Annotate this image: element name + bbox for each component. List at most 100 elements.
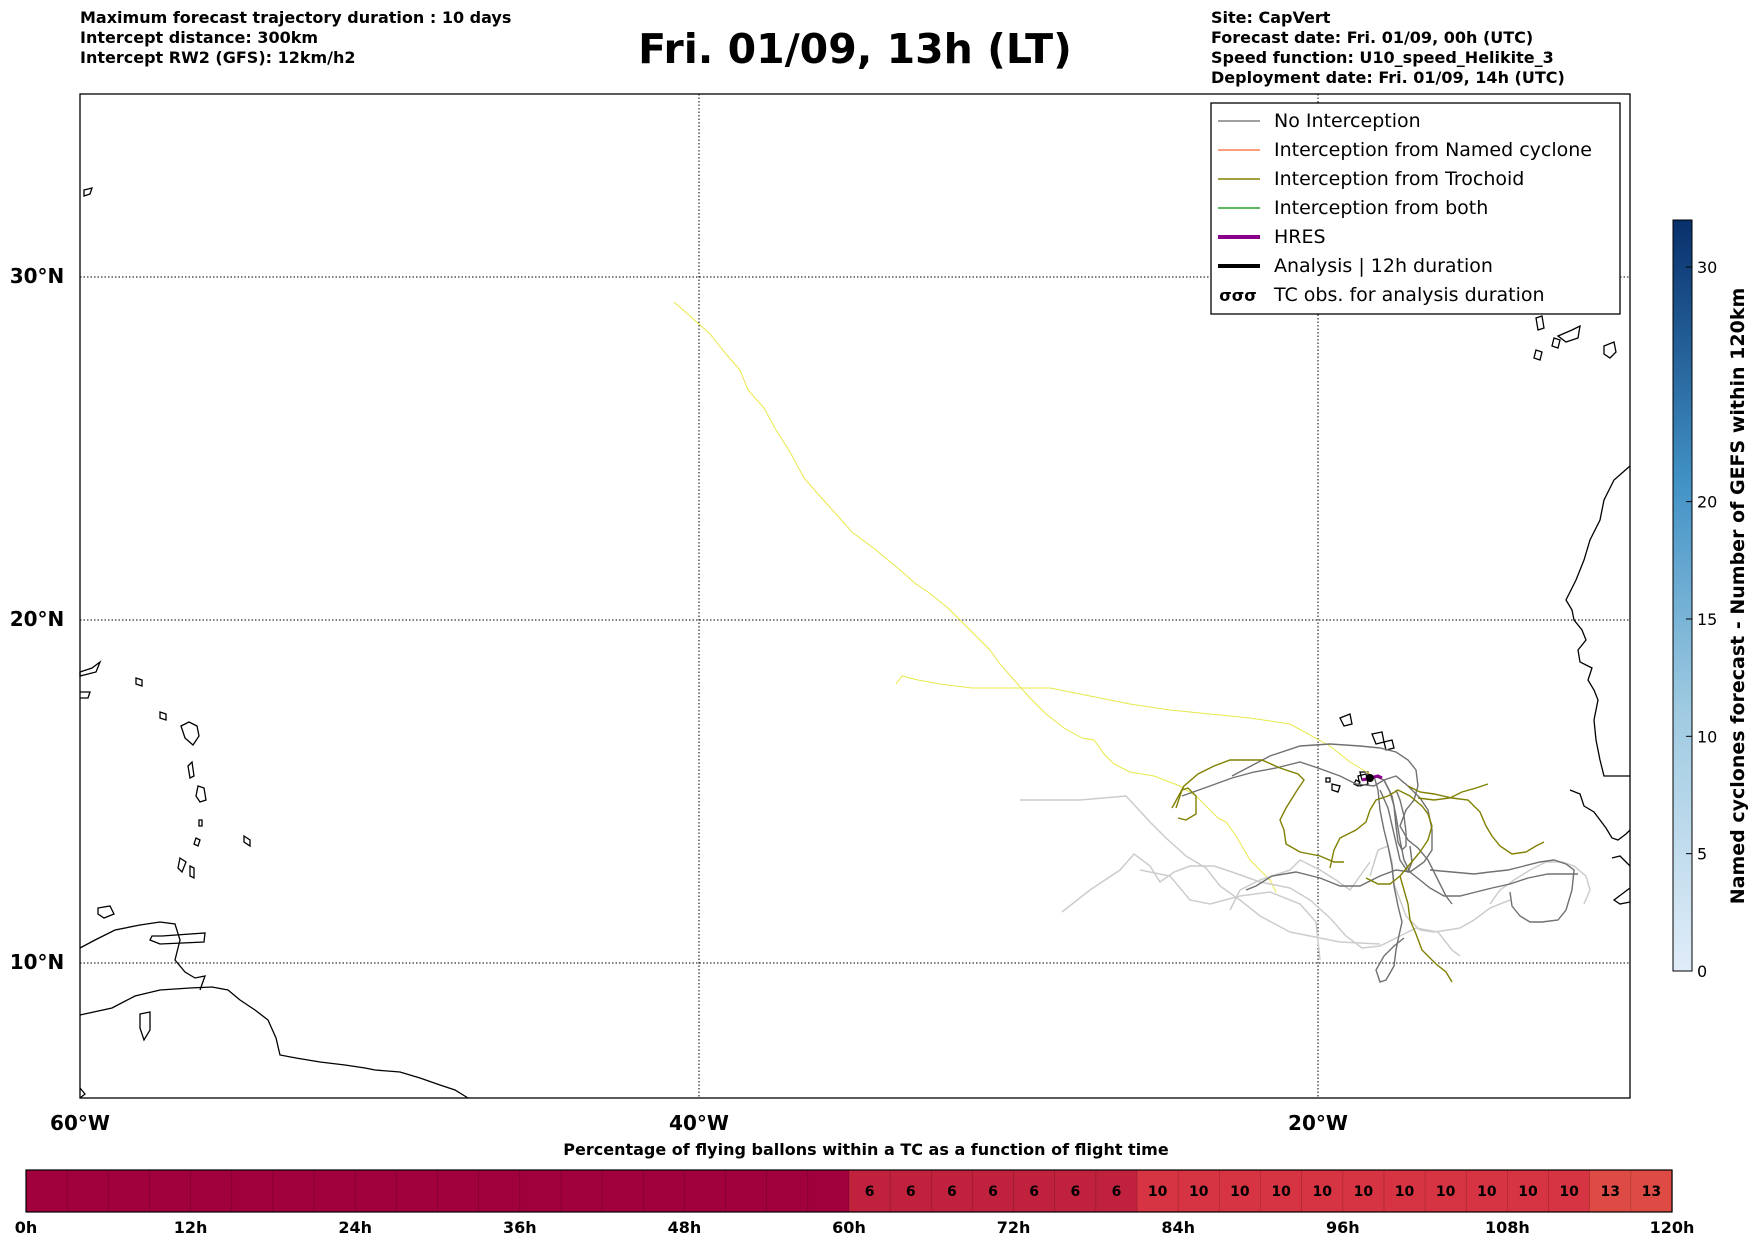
legend-item: σσσ TC obs. for analysis duration <box>1219 284 1544 306</box>
colorbar-tick-label: 30 <box>1697 258 1717 277</box>
timebar-cell <box>313 1169 356 1213</box>
timebar-cell-value: 6 <box>1112 1184 1122 1200</box>
latitude-label: 10°N <box>10 950 65 974</box>
intercept-distance-text: Intercept distance: 300km <box>80 28 319 47</box>
timebar-cell <box>725 1169 768 1213</box>
timebar-tick-label: 60h <box>832 1218 866 1237</box>
timebar-cell-value: 10 <box>1395 1184 1415 1200</box>
timebar-cell-fill <box>1095 1169 1138 1213</box>
timebar-cell: 6 <box>1054 1169 1097 1213</box>
legend-label: HRES <box>1274 226 1326 248</box>
timebar-cell-fill <box>478 1169 521 1213</box>
deployment-date-text: Deployment date: Fri. 01/09, 14h (UTC) <box>1211 68 1565 87</box>
timebar-cell <box>437 1169 480 1213</box>
timebar-cell-fill <box>1260 1169 1303 1213</box>
colorbar-tick-label: 10 <box>1697 727 1717 746</box>
timebar-cell: 10 <box>1177 1169 1221 1213</box>
timebar-cell-fill <box>642 1169 686 1213</box>
timebar-cell <box>642 1169 686 1213</box>
timebar-cell-fill <box>231 1169 274 1213</box>
timebar-cell-fill <box>519 1169 562 1213</box>
timebar-cell <box>478 1169 521 1213</box>
timebar-cell <box>601 1169 645 1213</box>
timebar-cell-fill <box>396 1169 439 1213</box>
speed-function-text: Speed function: U10_speed_Helikite_3 <box>1211 48 1554 67</box>
timebar-cell-value: 10 <box>1230 1184 1250 1200</box>
timebar-cell-fill <box>108 1169 151 1213</box>
timebar-cell-value: 13 <box>1601 1184 1620 1200</box>
legend-box <box>1210 102 1621 315</box>
timebar-cell-fill <box>684 1169 727 1213</box>
timebar-tick-label: 96h <box>1326 1218 1360 1237</box>
timebar-cell: 13 <box>1589 1169 1632 1213</box>
timebar-tick-label: 48h <box>668 1218 702 1237</box>
timebar-cell: 10 <box>1301 1169 1344 1213</box>
site-info: Site: CapVert Forecast date: Fri. 01/09,… <box>1211 8 1565 88</box>
timebar-cell <box>25 1169 68 1213</box>
timebar-cell-fill <box>1424 1169 1468 1213</box>
timebar-cell-fill <box>1301 1169 1344 1213</box>
legend-label: No Interception <box>1274 110 1421 132</box>
timebar-cell: 10 <box>1465 1169 1509 1213</box>
timebar-cell-fill <box>807 1169 850 1213</box>
timebar-cell-fill <box>25 1169 68 1213</box>
legend-item: No Interception <box>1218 110 1421 132</box>
hres-track <box>673 301 1277 893</box>
timebar-cell-fill <box>601 1169 645 1213</box>
timebar-cell: 10 <box>1219 1169 1262 1213</box>
timebar-cell <box>354 1169 398 1213</box>
timebar-cell-fill <box>560 1169 603 1213</box>
legend-item: Analysis | 12h duration <box>1218 255 1493 277</box>
timebar-tick-label: 12h <box>174 1218 208 1237</box>
latitude-label: 30°N <box>10 264 65 288</box>
timebar-cell-value: 10 <box>1518 1184 1538 1200</box>
timebar-tick-label: 0h <box>15 1218 38 1237</box>
map-legend: No Interception Interception from Named c… <box>1210 102 1621 315</box>
legend-item: Interception from both <box>1218 197 1488 219</box>
timebar-tick-label: 120h <box>1650 1218 1695 1237</box>
intercept-rw2-text: Intercept RW2 (GFS): 12km/h2 <box>80 48 356 67</box>
timebar-cell-fill <box>972 1169 1015 1213</box>
timebar-cell: 13 <box>1630 1169 1673 1213</box>
timebar-cell <box>807 1169 850 1213</box>
cyclone-colorbar: 0 5 10 15 20 30 Named cyclones forecast - Num… <box>1672 219 1749 981</box>
timebar-cell-value: 10 <box>1271 1184 1291 1200</box>
colorbar-tick-label: 20 <box>1697 493 1717 512</box>
timebar-cell: 10 <box>1342 1169 1385 1213</box>
timebar-cell-fill <box>1465 1169 1509 1213</box>
timebar-cell-fill <box>272 1169 315 1213</box>
hres-track-branch <box>895 675 1371 775</box>
timebar-cell-value: 6 <box>1070 1184 1080 1200</box>
timebar-cell-fill <box>190 1169 233 1213</box>
timebar-cell-fill <box>313 1169 356 1213</box>
timebar-cell: 6 <box>1095 1169 1138 1213</box>
timebar-cell <box>231 1169 274 1213</box>
timebar-cell: 6 <box>848 1169 891 1213</box>
timebar-cell: 6 <box>1013 1169 1056 1213</box>
tc-symbol-icon: σσσ <box>1219 286 1256 305</box>
legend-item: HRES <box>1218 226 1326 248</box>
legend-label: Analysis | 12h duration <box>1274 255 1493 277</box>
forecast-parameters: Maximum forecast trajectory duration : 1… <box>80 8 511 68</box>
timebar-cell-fill <box>437 1169 480 1213</box>
timebar-cell <box>149 1169 192 1213</box>
timebar-cell-fill <box>1589 1169 1632 1213</box>
timebar-cell <box>519 1169 562 1213</box>
timebar-cell-value: 6 <box>1029 1184 1039 1200</box>
timebar-cell-fill <box>1342 1169 1385 1213</box>
legend-item: Interception from Named cyclone <box>1218 139 1592 161</box>
timebar-cell <box>190 1169 233 1213</box>
timebar-cell: 6 <box>889 1169 933 1213</box>
latitude-label: 20°N <box>10 607 65 631</box>
timebar-cell-value: 10 <box>1148 1184 1168 1200</box>
timebar-cell: 10 <box>1136 1169 1180 1213</box>
timebar-cell-value: 6 <box>947 1184 957 1200</box>
legend-label: Interception from both <box>1274 197 1488 219</box>
forecast-date-text: Forecast date: Fri. 01/09, 00h (UTC) <box>1211 28 1534 47</box>
timebar-cell-fill <box>66 1169 110 1213</box>
timebar-cell-value: 13 <box>1642 1184 1661 1200</box>
timebar-tick-label: 24h <box>338 1218 372 1237</box>
timebar-ticks: 0h 12h 24h 36h 48h 60h 72h 84h 96h 108h 120h <box>15 1218 1695 1237</box>
timebar-cell-value: 6 <box>988 1184 998 1200</box>
timebar-cell: 10 <box>1424 1169 1468 1213</box>
